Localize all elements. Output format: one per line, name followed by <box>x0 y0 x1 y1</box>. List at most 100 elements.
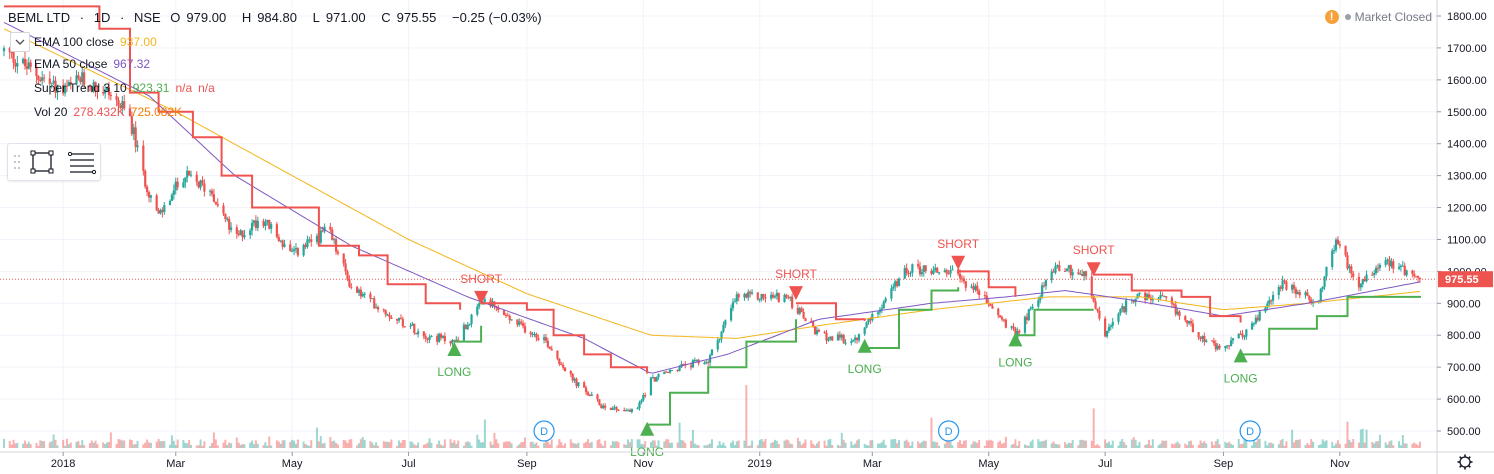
warning-icon[interactable]: ! <box>1324 10 1339 24</box>
candle-body <box>1310 299 1313 304</box>
volume-bar <box>1111 440 1114 448</box>
volume-bar <box>1117 445 1120 448</box>
indicator-ema100[interactable]: EMA 100 close 937.00 <box>10 32 157 52</box>
candle-body <box>663 371 666 375</box>
volume-bar <box>548 444 551 448</box>
volume-bar <box>350 439 353 448</box>
volume-bar <box>1304 445 1307 448</box>
volume-bar <box>1178 443 1181 448</box>
candle-body <box>90 86 93 92</box>
volume-bar <box>188 439 191 448</box>
candle-body <box>1052 271 1055 273</box>
candle-body <box>1098 310 1101 319</box>
volume-bar <box>493 432 496 448</box>
candle-body <box>1411 270 1414 274</box>
candle-body <box>333 239 336 241</box>
volume-bar <box>430 442 433 448</box>
candle-body <box>52 80 55 83</box>
volume-bar <box>665 439 668 448</box>
candle-body <box>1176 311 1179 315</box>
indicator-volume[interactable]: Vol 20 278.432K 725.082K <box>34 105 182 119</box>
volume-bar <box>1361 428 1364 448</box>
candle-body <box>357 289 361 293</box>
volume-bar <box>1398 441 1401 448</box>
candle-body <box>226 218 229 220</box>
volume-bar <box>130 440 133 448</box>
candle-body <box>42 77 46 79</box>
volume-bar <box>453 440 456 448</box>
volume-bar <box>1411 443 1414 448</box>
candle-body <box>947 273 950 275</box>
drag-handle-icon[interactable] <box>14 155 20 169</box>
interval[interactable]: 1D <box>93 10 111 25</box>
indicator-name: Vol 20 <box>34 105 68 119</box>
candle-body <box>922 265 925 272</box>
candle-body <box>1256 317 1259 321</box>
volume-bar <box>880 442 883 448</box>
candle-body <box>424 336 427 339</box>
volume-bar <box>598 439 601 448</box>
candle-body <box>1271 295 1275 301</box>
volume-bar <box>186 443 189 448</box>
symbol-name[interactable]: BEML LTD <box>8 10 71 25</box>
volume-bar <box>239 444 242 448</box>
candle-body <box>56 85 59 93</box>
gear-icon[interactable] <box>1457 454 1473 470</box>
volume-bar <box>535 442 538 448</box>
candle-body <box>128 108 132 117</box>
volume-bar <box>863 443 866 448</box>
indicator-supertrend[interactable]: Super Trend 3 10 923.31 n/a n/a <box>34 81 215 95</box>
volume-bar <box>1231 444 1234 448</box>
candle-body <box>201 180 204 184</box>
volume-bar <box>590 441 593 448</box>
candle-body <box>203 183 206 192</box>
volume-bar <box>346 442 349 448</box>
volume-bar <box>464 442 467 448</box>
volume-bar <box>237 442 240 448</box>
candle-body <box>1241 333 1244 337</box>
separator: · <box>119 10 125 25</box>
candle-body <box>945 270 948 274</box>
volume-bar <box>195 445 198 448</box>
volume-bar <box>109 432 112 448</box>
volume-bar <box>617 442 620 448</box>
candle-body <box>625 410 628 412</box>
volume-bar <box>212 432 215 448</box>
candle-body <box>277 236 280 241</box>
volume-bar <box>174 445 177 448</box>
rectangle-icon[interactable] <box>30 150 54 174</box>
y-tick-label: 1700.00 <box>1447 43 1487 55</box>
volume-bar <box>1184 443 1187 448</box>
volume-bar <box>363 439 366 448</box>
volume-bar <box>306 445 309 448</box>
list-lines-icon[interactable] <box>67 151 97 175</box>
candle-body <box>170 194 174 201</box>
volume-bar <box>386 441 389 448</box>
volume-bar <box>518 444 521 448</box>
dividend-icon[interactable] <box>938 420 960 442</box>
volume-bar <box>149 442 152 448</box>
chevron-down-icon[interactable] <box>10 32 30 52</box>
candle-body <box>964 281 967 288</box>
short-signal-arrow <box>788 286 803 301</box>
volume-bar <box>388 442 391 448</box>
volume-bar <box>1312 441 1315 448</box>
candle-body <box>716 340 719 350</box>
volume-bar <box>1132 437 1135 448</box>
candle-body <box>1384 260 1387 265</box>
volume-bar <box>1146 444 1149 448</box>
dividend-icon[interactable] <box>533 420 555 442</box>
dividend-icon[interactable] <box>1239 420 1261 442</box>
volume-bar <box>867 445 870 448</box>
volume-bar <box>550 439 553 448</box>
volume-bar <box>1333 445 1336 448</box>
candle-body <box>430 336 433 338</box>
candle-body <box>1084 271 1088 277</box>
volume-bar <box>690 440 693 448</box>
volume-bar <box>1104 439 1107 448</box>
candle-body <box>882 301 885 309</box>
volume-bar <box>199 439 202 448</box>
candle-body <box>588 394 591 396</box>
indicator-ema50[interactable]: EMA 50 close 967.32 <box>34 57 150 71</box>
